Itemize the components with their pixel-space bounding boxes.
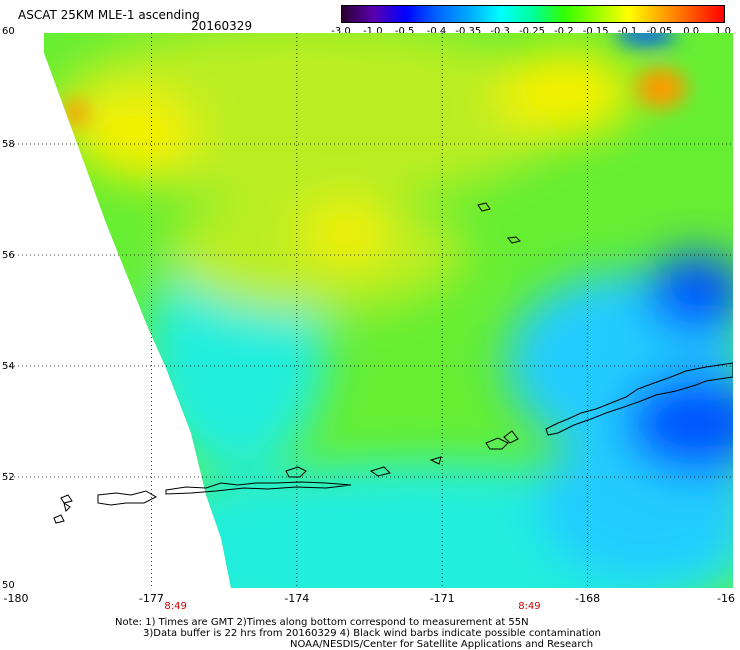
adak-island bbox=[285, 466, 307, 478]
colorbar-tick-label: 1.0 bbox=[715, 26, 731, 37]
aleutian-islands-near bbox=[53, 494, 73, 524]
lat-lon-grid bbox=[6, 33, 733, 588]
aleutian-islands-west bbox=[97, 490, 158, 506]
coastline bbox=[53, 202, 733, 524]
aleutian-islands-east bbox=[369, 430, 519, 477]
colorbar-tick-label: -0.15 bbox=[582, 26, 609, 37]
colorbar bbox=[341, 5, 725, 23]
longitude-label: -180 bbox=[3, 592, 29, 605]
map-date: 20160329 bbox=[191, 19, 253, 33]
latitude-label: 56 bbox=[2, 250, 15, 261]
longitude-label: -177 bbox=[138, 592, 164, 605]
field-orange-ne bbox=[636, 68, 686, 108]
latitude-label: 50 bbox=[2, 580, 15, 591]
note-line-3: NOAA/NESDIS/Center for Satellite Applica… bbox=[290, 639, 594, 650]
longitude-label: -16 bbox=[717, 592, 735, 605]
latitude-label: 52 bbox=[2, 472, 15, 483]
colorbar-tick-label: 0.0 bbox=[683, 26, 700, 37]
colorbar-tick-label: -0.1 bbox=[617, 26, 638, 37]
map-title: ASCAT 25KM MLE-1 ascending bbox=[18, 8, 200, 22]
time-label: 8:49 bbox=[518, 601, 541, 612]
field-yellow-ne bbox=[496, 48, 636, 138]
field-blue-ne bbox=[616, 33, 676, 45]
time-label: 8:49 bbox=[164, 601, 187, 612]
colorbar-tick-label: -0.2 bbox=[554, 26, 574, 37]
colorbar-tick-label: -1.0 bbox=[363, 26, 383, 37]
pribilof-islands bbox=[477, 202, 521, 244]
colorbar-tick-label: -0.05 bbox=[646, 26, 673, 37]
colorbar-tick-label: -0.25 bbox=[519, 26, 545, 37]
field-orange-nw bbox=[64, 99, 88, 127]
latitude-label: 54 bbox=[2, 361, 15, 372]
colorbar-tick-label: -0.4 bbox=[426, 26, 447, 37]
longitude-label: -174 bbox=[284, 592, 310, 605]
latitude-label: 60 bbox=[2, 26, 15, 37]
longitude-label: -171 bbox=[429, 592, 455, 605]
field-blue-se bbox=[626, 373, 733, 473]
aleutian-islands-central bbox=[165, 481, 352, 495]
note-line-1: Note: 1) Times are GMT 2)Times along bot… bbox=[115, 617, 529, 628]
field-yellow-center bbox=[301, 203, 391, 263]
alaska-peninsula bbox=[545, 362, 733, 436]
colorbar-tick-label: -0.3 bbox=[490, 26, 510, 37]
field-blue-e bbox=[646, 253, 733, 333]
colorbar-tick-label: -3.0 bbox=[331, 26, 351, 37]
longitude-label: -168 bbox=[575, 592, 601, 605]
latitude-label: 58 bbox=[2, 139, 15, 150]
note-line-2: 3)Data buffer is 22 hrs from 20160329 4)… bbox=[143, 628, 601, 639]
map-canvas bbox=[6, 33, 733, 588]
colorbar-tick-label: -0.5 bbox=[394, 26, 415, 37]
field-yellow-nw bbox=[76, 88, 196, 178]
colorbar-tick-label: -0.35 bbox=[455, 26, 482, 37]
